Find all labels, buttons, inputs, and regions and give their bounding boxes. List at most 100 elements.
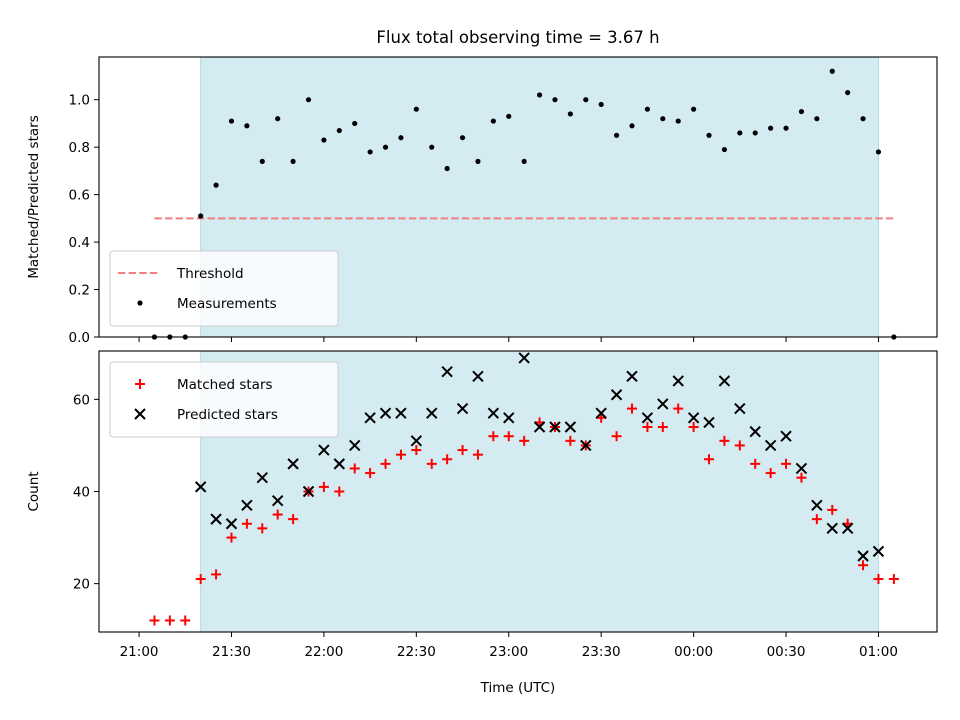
x-axis-label: Time (UTC): [480, 680, 556, 696]
y-tick-label: 0.0: [69, 330, 90, 346]
top-panel: 0.0 0.2 0.4 0.6 0.8 1.0 Matched/Predicted star…: [26, 56, 938, 346]
data-point-matched: [488, 431, 499, 442]
legend-box: [109, 361, 339, 438]
data-point: [398, 135, 404, 141]
cross-b: [134, 408, 146, 420]
cross-b: [302, 485, 315, 498]
bottom-panel: 21:00 21:30 22:00 22:30 23:00 23:30 00:00 00:30…: [26, 350, 938, 660]
legend: Threshold Measurements: [109, 250, 339, 327]
data-point: [691, 106, 697, 112]
data-point-predicted: [241, 499, 253, 512]
cross-b: [518, 352, 530, 364]
cross-b: [210, 513, 222, 525]
cross-b: [749, 425, 761, 438]
data-point-matched: [457, 445, 468, 456]
data-point: [490, 118, 496, 124]
data-point-predicted: [287, 458, 299, 470]
data-point-matched: [519, 435, 530, 446]
cross-b: [410, 435, 423, 447]
data-point-predicted: [857, 550, 869, 562]
cross-b: [857, 550, 869, 562]
data-point-predicted: [595, 407, 607, 419]
data-point-matched: [180, 615, 191, 626]
legend-label: Threshold: [176, 266, 244, 282]
cross-b: [333, 458, 346, 470]
x-tick-label: 01:00: [859, 644, 898, 660]
data-point-matched: [288, 514, 299, 525]
cross-b: [287, 458, 299, 470]
y-tick-label: 60: [73, 392, 90, 408]
cross-b: [610, 389, 623, 401]
data-point: [321, 137, 327, 143]
data-point: [444, 165, 450, 172]
data-point-matched: [349, 463, 360, 474]
data-point-predicted: [364, 412, 376, 424]
data-point-matched: [888, 574, 899, 585]
data-point-predicted: [626, 370, 638, 383]
y-tick-label: 40: [73, 485, 90, 501]
data-point-predicted: [687, 412, 700, 424]
data-point: [521, 158, 527, 165]
cross-b: [564, 421, 577, 433]
data-point-matched: [611, 431, 622, 442]
data-point-predicted: [395, 407, 407, 419]
series-predicted-stars: [194, 352, 885, 562]
data-point-predicted: [841, 522, 854, 535]
data-point-predicted: [657, 398, 669, 410]
data-point: [798, 108, 805, 115]
data-point-matched: [149, 615, 160, 626]
cross-b: [872, 545, 885, 558]
x-tick-label: 23:30: [582, 644, 621, 660]
data-point-predicted: [795, 462, 808, 475]
data-point-predicted: [749, 425, 761, 438]
y-axis-label: Count: [26, 471, 42, 511]
data-point: [860, 116, 866, 122]
data-point-predicted: [426, 407, 438, 419]
legend-label: Predicted stars: [177, 407, 278, 423]
data-point: [305, 97, 312, 103]
data-point-predicted: [734, 402, 746, 415]
data-point-matched: [472, 449, 483, 460]
data-point: [768, 125, 774, 131]
plot-frame: [98, 56, 938, 338]
cross-b: [595, 407, 607, 419]
cross-b: [734, 402, 746, 415]
cross-b: [672, 375, 684, 387]
data-point-matched: [688, 422, 699, 433]
y-tick-label: 0.6: [69, 188, 90, 204]
data-point-matched: [781, 458, 792, 469]
data-point-predicted: [533, 421, 546, 433]
data-point: [290, 158, 296, 165]
data-point-predicted: [703, 416, 715, 429]
data-point-matched: [503, 431, 514, 442]
y-tick-label: 0.2: [69, 283, 90, 299]
data-point-matched: [796, 472, 807, 483]
data-point-matched: [858, 560, 869, 571]
data-point-matched: [442, 454, 453, 465]
data-point-matched: [642, 422, 653, 433]
data-point-matched: [226, 532, 237, 543]
data-point: [583, 97, 589, 103]
data-point: [644, 106, 650, 112]
data-point-predicted: [780, 430, 792, 442]
legend: Matched stars Predicted stars: [109, 361, 339, 438]
data-point-matched: [334, 486, 345, 497]
data-point: [275, 116, 281, 122]
data-point-predicted: [564, 421, 577, 433]
data-point: [475, 158, 481, 165]
cross-b: [657, 398, 669, 410]
cross-b: [349, 439, 361, 452]
data-point: [459, 135, 466, 141]
data-point-predicted: [872, 545, 885, 558]
data-point: [552, 97, 558, 103]
cross-b: [503, 412, 515, 424]
y-tick-label: 20: [73, 577, 90, 593]
data-point-matched: [750, 458, 761, 469]
data-point-matched: [241, 518, 252, 529]
data-point-predicted: [194, 481, 207, 493]
cross-b: [641, 412, 654, 424]
data-point-predicted: [518, 352, 530, 364]
data-point-predicted: [487, 407, 500, 419]
data-point: [814, 116, 820, 122]
cross-b: [549, 421, 561, 433]
